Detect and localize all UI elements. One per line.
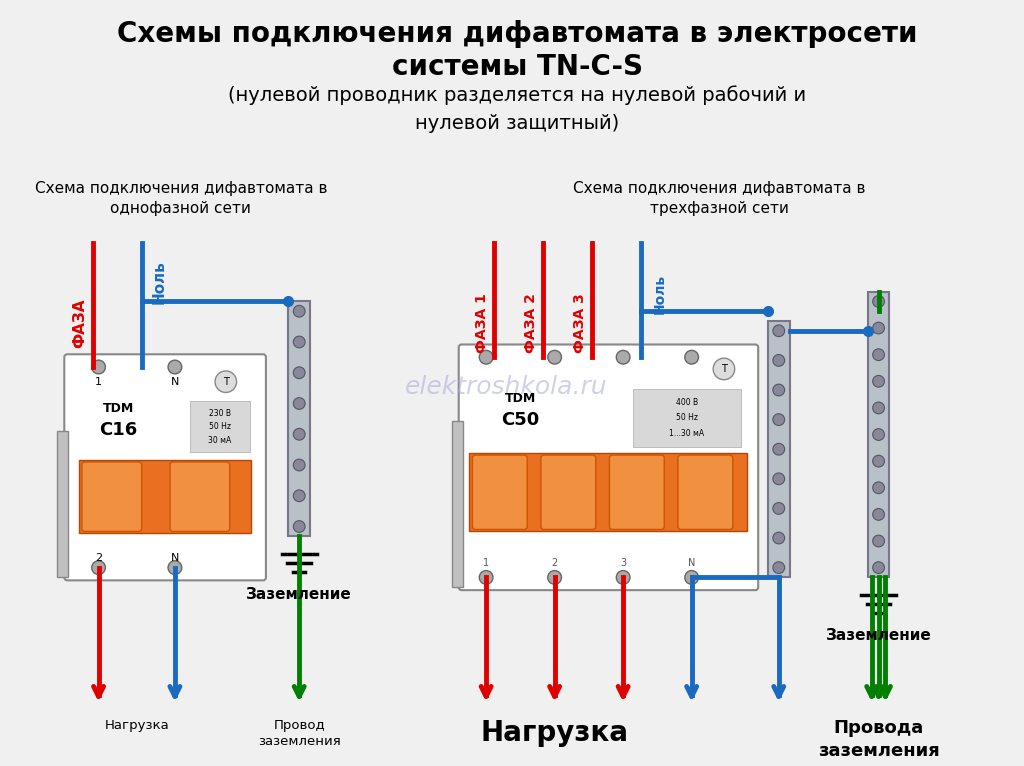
Circle shape <box>293 459 305 471</box>
Text: ФАЗА 1: ФАЗА 1 <box>475 293 489 353</box>
Circle shape <box>616 571 630 584</box>
Text: Нагрузка: Нагрузка <box>104 719 169 732</box>
Text: 1...30 мА: 1...30 мА <box>670 429 705 438</box>
Text: Провод
заземления: Провод заземления <box>258 719 341 748</box>
Text: N: N <box>688 558 695 568</box>
Text: Заземление: Заземление <box>247 588 352 602</box>
Circle shape <box>685 571 698 584</box>
Circle shape <box>773 384 784 396</box>
Text: ФАЗА 2: ФАЗА 2 <box>524 293 539 353</box>
Text: системы TN-C-S: системы TN-C-S <box>392 53 643 80</box>
Circle shape <box>773 414 784 425</box>
Text: Нагрузка: Нагрузка <box>480 719 629 748</box>
Circle shape <box>872 402 885 414</box>
Circle shape <box>872 482 885 493</box>
Text: Провода
заземления: Провода заземления <box>818 719 939 760</box>
Circle shape <box>773 325 784 337</box>
Circle shape <box>872 429 885 440</box>
FancyBboxPatch shape <box>459 345 758 590</box>
Text: Ноль: Ноль <box>652 273 667 313</box>
Text: TDM: TDM <box>505 392 536 404</box>
FancyBboxPatch shape <box>609 455 665 529</box>
Circle shape <box>773 473 784 485</box>
FancyBboxPatch shape <box>65 355 266 581</box>
Circle shape <box>872 349 885 361</box>
Circle shape <box>773 532 784 544</box>
Text: 30 мА: 30 мА <box>208 436 231 445</box>
Circle shape <box>872 509 885 520</box>
Text: Схема подключения дифавтомата в
трехфазной сети: Схема подключения дифавтомата в трехфазн… <box>572 182 865 216</box>
Text: 1: 1 <box>483 558 489 568</box>
Text: С16: С16 <box>99 421 137 439</box>
Text: elektroshkola.ru: elektroshkola.ru <box>404 375 607 398</box>
Circle shape <box>548 350 561 364</box>
Circle shape <box>773 355 784 366</box>
Circle shape <box>872 561 885 574</box>
Text: ФАЗА 3: ФАЗА 3 <box>573 293 587 353</box>
Bar <box>469 453 748 532</box>
Circle shape <box>872 296 885 307</box>
Circle shape <box>548 571 561 584</box>
Bar <box>79 460 251 533</box>
Text: 3: 3 <box>621 558 627 568</box>
Bar <box>189 401 250 452</box>
FancyBboxPatch shape <box>82 462 141 532</box>
Circle shape <box>215 371 237 392</box>
Bar <box>867 292 889 578</box>
Text: N: N <box>171 377 179 387</box>
FancyBboxPatch shape <box>541 455 596 529</box>
Bar <box>452 421 463 588</box>
Circle shape <box>479 350 493 364</box>
Circle shape <box>168 561 181 574</box>
FancyBboxPatch shape <box>170 462 229 532</box>
Text: 2: 2 <box>552 558 558 568</box>
Text: Ноль: Ноль <box>152 260 167 304</box>
Circle shape <box>872 455 885 467</box>
Bar <box>289 302 310 536</box>
Text: Схемы подключения дифавтомата в электросети: Схемы подключения дифавтомата в электрос… <box>117 20 918 48</box>
Circle shape <box>293 398 305 409</box>
Text: 50 Hz: 50 Hz <box>209 422 231 431</box>
Text: T: T <box>223 377 228 387</box>
Text: 2: 2 <box>95 553 102 563</box>
Circle shape <box>872 375 885 387</box>
Circle shape <box>92 561 105 574</box>
Text: TDM: TDM <box>102 401 134 414</box>
Text: 230 В: 230 В <box>209 408 231 417</box>
Text: T: T <box>721 364 727 374</box>
Circle shape <box>293 490 305 502</box>
Circle shape <box>479 571 493 584</box>
Circle shape <box>293 306 305 317</box>
Bar <box>57 430 69 578</box>
Text: N: N <box>171 553 179 563</box>
Text: (нулевой проводник разделяется на нулевой рабочий и
нулевой защитный): (нулевой проводник разделяется на нулево… <box>228 86 807 133</box>
Circle shape <box>773 502 784 514</box>
Circle shape <box>293 428 305 440</box>
Text: 1: 1 <box>95 377 102 387</box>
Circle shape <box>293 367 305 378</box>
Text: 50 Hz: 50 Hz <box>676 414 697 422</box>
Text: 400 В: 400 В <box>676 398 697 407</box>
Circle shape <box>92 360 105 374</box>
Text: Схема подключения дифавтомата в
однофазной сети: Схема подключения дифавтомата в однофазн… <box>35 182 327 216</box>
Circle shape <box>168 360 181 374</box>
FancyBboxPatch shape <box>678 455 733 529</box>
Text: ФАЗА: ФАЗА <box>73 298 87 348</box>
Circle shape <box>713 358 734 380</box>
Circle shape <box>685 350 698 364</box>
Bar <box>768 321 790 578</box>
Circle shape <box>872 322 885 334</box>
Text: С50: С50 <box>502 411 540 429</box>
Bar <box>633 388 740 447</box>
FancyBboxPatch shape <box>472 455 527 529</box>
Circle shape <box>293 521 305 532</box>
Circle shape <box>773 561 784 574</box>
Circle shape <box>872 535 885 547</box>
Circle shape <box>773 444 784 455</box>
Circle shape <box>293 336 305 348</box>
Text: Заземление: Заземление <box>825 628 932 643</box>
Circle shape <box>616 350 630 364</box>
